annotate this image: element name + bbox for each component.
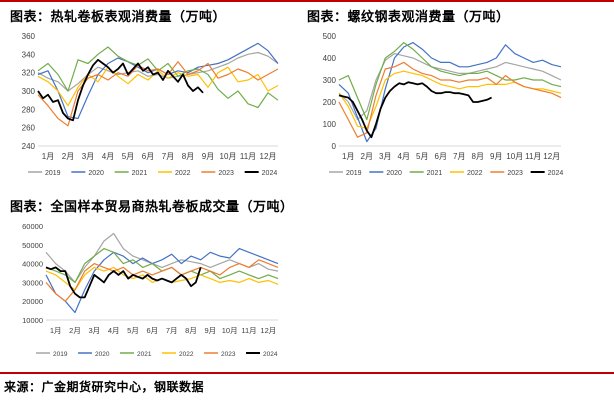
y-tick-label: 240	[22, 142, 36, 151]
y-tick-label: 340	[22, 50, 36, 59]
x-tick-label: 10月	[222, 326, 238, 335]
y-tick-label: 260	[22, 124, 36, 133]
x-tick-label: 9月	[490, 152, 502, 161]
y-tick-label: 300	[22, 87, 36, 96]
legend-label-2019: 2019	[346, 170, 362, 177]
x-tick-label: 11月	[525, 152, 541, 161]
chart-rebar-consumption: 0 100 200 300 400 500 1月 2月 3月 4月 5月 6月 7月 8月 9月 10月 11月…	[323, 32, 564, 177]
y-tick-label: 60000	[22, 222, 43, 231]
series-line-2024	[45, 266, 202, 299]
x-tick-label: 7月	[453, 152, 465, 161]
series-line-2023	[45, 259, 279, 302]
legend-label-2022: 2022	[467, 170, 483, 177]
x-tick-label: 1月	[342, 152, 354, 161]
x-tick-label: 3月	[88, 326, 100, 335]
series-line-2019	[338, 53, 562, 121]
x-tick-label: 11月	[241, 326, 256, 335]
y-tick-label: 10000	[22, 316, 43, 325]
x-tick-label: 2月	[69, 326, 81, 335]
x-tick-label: 5月	[127, 326, 139, 335]
chart-title-hot-rolled-consumption: 图表：热轧卷板表观消费量（万吨）	[10, 10, 227, 25]
x-tick-label: 7月	[162, 152, 174, 161]
chart-hot-rolled-consumption: 240 260 280 300 320 340 360 1月 2月 3月 4月 5月 6月 7月 8月 9月 1…	[22, 32, 279, 177]
legend-label-2021: 2021	[132, 170, 148, 177]
x-tick-label: 7月	[166, 326, 178, 335]
x-tick-label: 10月	[220, 152, 237, 161]
series-line-2024	[338, 81, 492, 139]
y-tick-label: 100	[323, 120, 337, 129]
header-rule	[0, 0, 614, 2]
x-tick-label: 5月	[122, 152, 134, 161]
legend-label-2020: 2020	[95, 351, 110, 358]
x-tick-label: 9月	[202, 152, 214, 161]
y-tick-label: 320	[22, 69, 36, 78]
x-tick-label: 12月	[260, 326, 276, 335]
y-tick-label: 20000	[22, 297, 43, 306]
y-tick-label: 360	[22, 32, 36, 41]
x-tick-label: 11月	[240, 152, 256, 161]
y-tick-label: 280	[22, 105, 36, 114]
x-tick-label: 2月	[62, 152, 74, 161]
x-tick-label: 3月	[82, 152, 94, 161]
x-tick-label: 8月	[185, 326, 197, 335]
series-line-2019	[45, 232, 279, 284]
x-tick-label: 5月	[416, 152, 428, 161]
legend-label-2021: 2021	[137, 351, 152, 358]
x-tick-label: 6月	[146, 326, 158, 335]
y-tick-label: 50000	[22, 241, 43, 250]
chart-title-rebar-consumption: 图表：螺纹钢表观消费量（万吨）	[307, 10, 510, 25]
legend-label-2023: 2023	[221, 351, 236, 358]
legend-label-2021: 2021	[427, 170, 443, 177]
series-line-2019	[37, 51, 279, 92]
x-tick-label: 12月	[260, 152, 277, 161]
x-tick-label: 2月	[361, 152, 373, 161]
legend-label-2024: 2024	[262, 170, 278, 177]
legend-label-2020: 2020	[88, 170, 104, 177]
series-line-2024	[37, 58, 204, 122]
legend-label-2019: 2019	[45, 170, 61, 177]
x-tick-label: 10月	[506, 152, 523, 161]
legend-label-2022: 2022	[179, 351, 194, 358]
legend-label-2023: 2023	[218, 170, 234, 177]
series-line-2020	[338, 42, 562, 143]
source-note: 来源：广金期货研究中心，钢联数据	[4, 380, 205, 394]
series-line-2022	[37, 66, 279, 107]
x-tick-label: 6月	[142, 152, 154, 161]
legend-label-2024: 2024	[263, 351, 278, 358]
series-line-2021	[338, 42, 562, 121]
x-tick-label: 3月	[379, 152, 391, 161]
legend-label-2020: 2020	[386, 170, 402, 177]
series-line-2023	[338, 61, 562, 138]
x-tick-label: 12月	[543, 152, 560, 161]
series-line-2023	[37, 61, 279, 127]
x-tick-label: 4月	[102, 152, 114, 161]
x-tick-label: 6月	[435, 152, 447, 161]
chart-trader-volume: 10000 20000 30000 40000 50000 60000 1月 2月 3月 4月 5月…	[22, 222, 279, 358]
legend-label-2024: 2024	[548, 170, 564, 177]
x-tick-label: 8月	[182, 152, 194, 161]
series-line-2020	[45, 248, 279, 314]
x-tick-label: 8月	[472, 152, 484, 161]
y-tick-label: 400	[323, 54, 337, 63]
legend-label-2023: 2023	[507, 170, 523, 177]
footer-rule	[0, 372, 614, 374]
chart-title-trader-volume: 图表：全国样本贸易商热轧卷板成交量（万吨）	[10, 200, 294, 215]
x-tick-label: 1月	[42, 152, 54, 161]
y-tick-label: 30000	[22, 278, 43, 287]
legend-label-2022: 2022	[175, 170, 191, 177]
y-tick-label: 500	[323, 32, 337, 41]
y-tick-label: 40000	[22, 260, 43, 269]
y-tick-label: 0	[332, 142, 337, 151]
x-tick-label: 1月	[50, 326, 62, 335]
x-tick-label: 4月	[398, 152, 410, 161]
y-tick-label: 300	[323, 76, 337, 85]
y-tick-label: 200	[323, 98, 337, 107]
x-tick-label: 4月	[108, 326, 120, 335]
legend-label-2019: 2019	[53, 351, 68, 358]
x-tick-label: 9月	[204, 326, 216, 335]
